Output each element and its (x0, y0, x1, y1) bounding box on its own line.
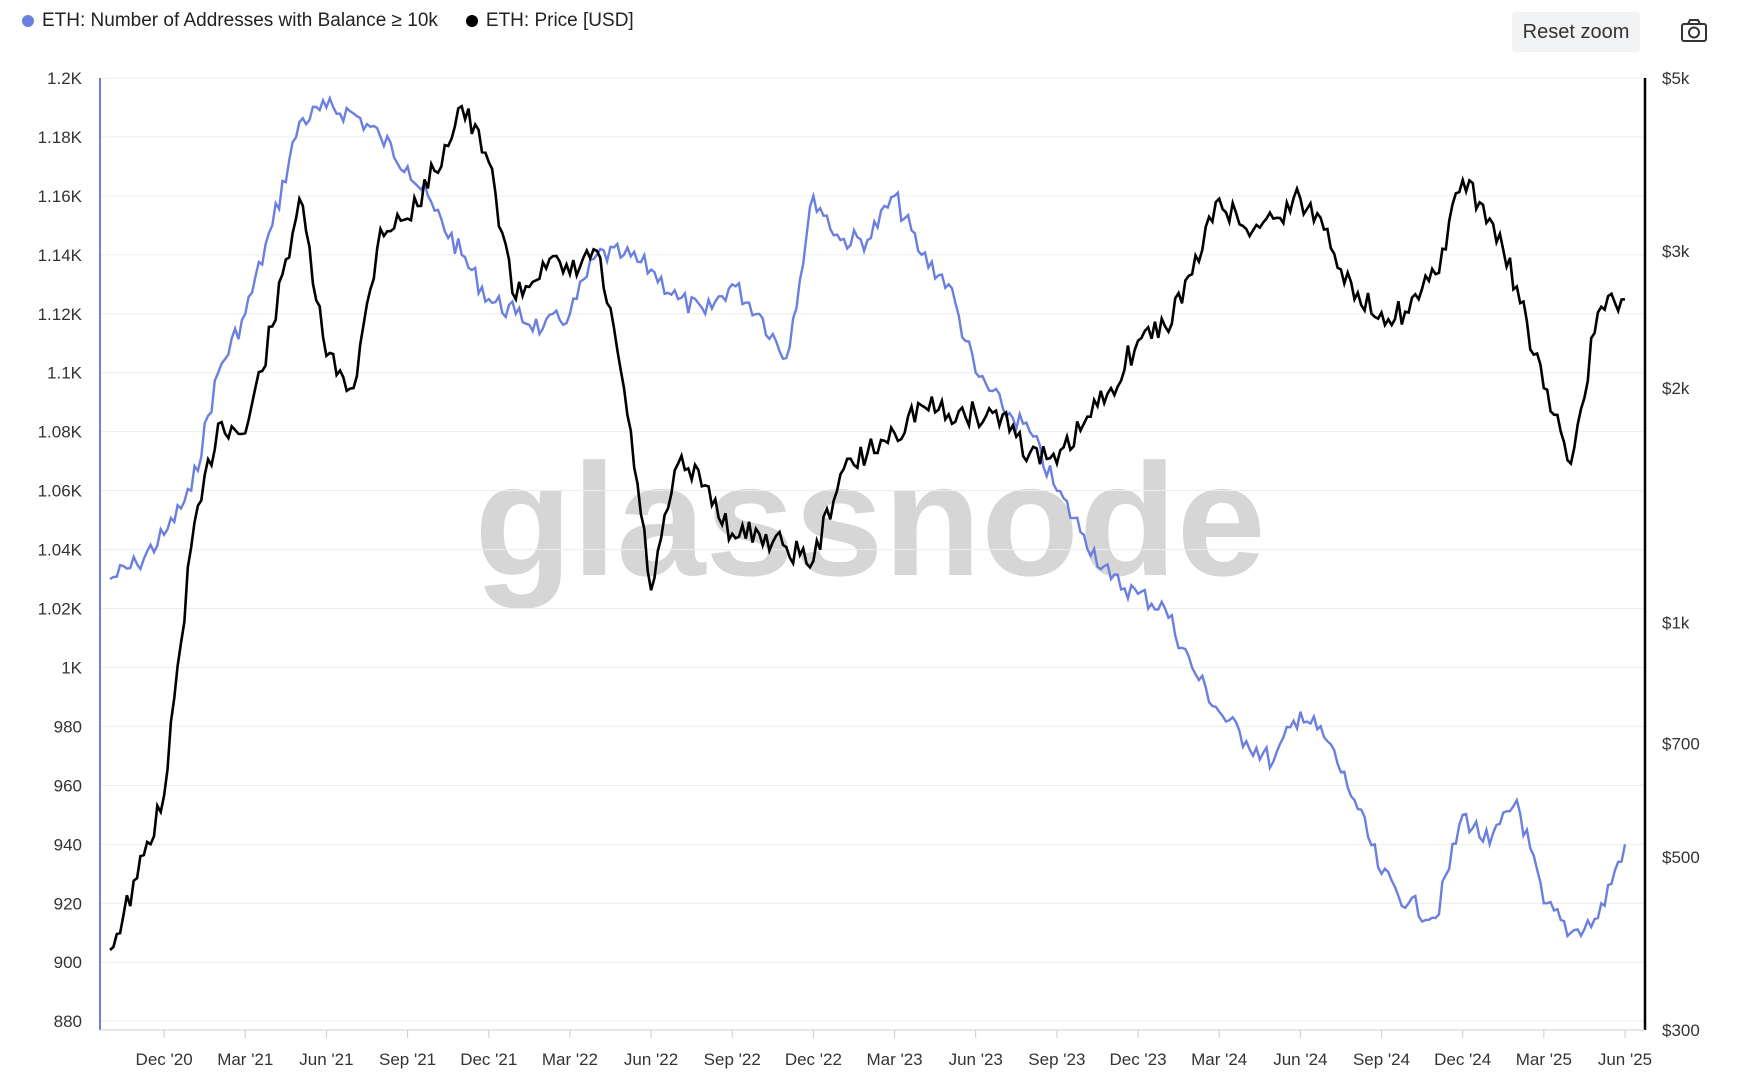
left-axis-tick-label: 1.06K (38, 482, 83, 501)
left-axis-ticks: 1.2K 1.18K 1.16K 1.14K 1.12K 1.1K 1.08K 1.06K 1.… (38, 69, 83, 1031)
addresses-series-dot (22, 15, 34, 27)
x-axis-tick-label: Dec '20 (136, 1050, 193, 1069)
right-axis-tick-label: $5k (1662, 69, 1690, 88)
x-axis-ticks: Dec '20 Mar '21 Jun '21 Sep '21 Dec '21 Mar '… (136, 1030, 1652, 1069)
x-axis-tick-label: Dec '23 (1109, 1050, 1166, 1069)
x-axis-tick-label: Jun '22 (624, 1050, 678, 1069)
left-axis-tick-label: 1.14K (38, 246, 83, 265)
right-axis-tick-label: $3k (1662, 242, 1690, 261)
x-axis-tick-label: Jun '21 (299, 1050, 353, 1069)
left-axis-tick-label: 1.12K (38, 305, 83, 324)
left-axis-tick-label: 1.02K (38, 600, 83, 619)
x-axis-tick-label: Mar '23 (866, 1050, 922, 1069)
x-axis-tick-label: Dec '21 (460, 1050, 517, 1069)
x-axis-tick-label: Dec '22 (785, 1050, 842, 1069)
left-axis-tick-label: 1K (61, 658, 82, 677)
x-axis-tick-label: Jun '23 (949, 1050, 1003, 1069)
watermark: glassnode (474, 430, 1265, 609)
left-axis-tick-label: 1.16K (38, 187, 83, 206)
x-axis-tick-label: Jun '24 (1273, 1050, 1327, 1069)
right-axis-tick-label: $1k (1662, 614, 1690, 633)
left-axis-tick-label: 980 (54, 717, 82, 736)
legend-item-addresses[interactable]: ETH: Number of Addresses with Balance ≥ … (22, 10, 438, 32)
left-axis-tick-label: 960 (54, 776, 82, 795)
right-axis-tick-label: $300 (1662, 1021, 1700, 1040)
x-axis-tick-label: Sep '23 (1028, 1050, 1085, 1069)
x-axis-tick-label: Sep '22 (704, 1050, 761, 1069)
x-axis-tick-label: Mar '22 (542, 1050, 598, 1069)
legend-item-price[interactable]: ETH: Price [USD] (465, 10, 634, 32)
legend: ETH: Number of Addresses with Balance ≥ … (22, 10, 634, 32)
right-axis-ticks: $5k $3k $2k $1k $700 $500 $300 (1662, 69, 1700, 1040)
price-series-dot (465, 15, 478, 27)
left-axis-tick-label: 1.04K (38, 541, 83, 560)
x-axis-tick-label: Sep '24 (1353, 1050, 1410, 1069)
reset-zoom-button[interactable]: Reset zoom (1512, 12, 1640, 52)
left-axis-tick-label: 1.1K (47, 364, 83, 383)
x-axis-tick-label: Mar '24 (1191, 1050, 1247, 1069)
left-axis-tick-label: 880 (54, 1012, 82, 1031)
legend-label-addresses: ETH: Number of Addresses with Balance ≥ … (42, 10, 438, 31)
left-axis-tick-label: 920 (54, 894, 82, 913)
right-axis-tick-label: $500 (1662, 848, 1700, 867)
x-axis-tick-label: Mar '21 (217, 1050, 273, 1069)
x-axis-tick-label: Sep '21 (379, 1050, 436, 1069)
price-series-line (109, 104, 1626, 951)
right-axis-tick-label: $700 (1662, 734, 1700, 753)
x-axis-tick-label: Dec '24 (1434, 1050, 1491, 1069)
left-axis-tick-label: 900 (54, 953, 82, 972)
legend-label-price: ETH: Price [USD] (485, 10, 634, 31)
left-axis-tick-label: 940 (54, 835, 82, 854)
right-axis-tick-label: $2k (1662, 379, 1690, 398)
camera-icon[interactable] (1676, 16, 1712, 46)
left-axis-tick-label: 1.18K (38, 128, 83, 147)
left-axis-tick-label: 1.2K (47, 69, 83, 88)
x-axis-tick-label: Jun '25 (1598, 1050, 1652, 1069)
x-axis-tick-label: Mar '25 (1516, 1050, 1572, 1069)
left-axis-tick-label: 1.08K (38, 423, 83, 442)
grid-lines (100, 77, 1645, 1022)
addresses-series-line (109, 94, 1627, 939)
